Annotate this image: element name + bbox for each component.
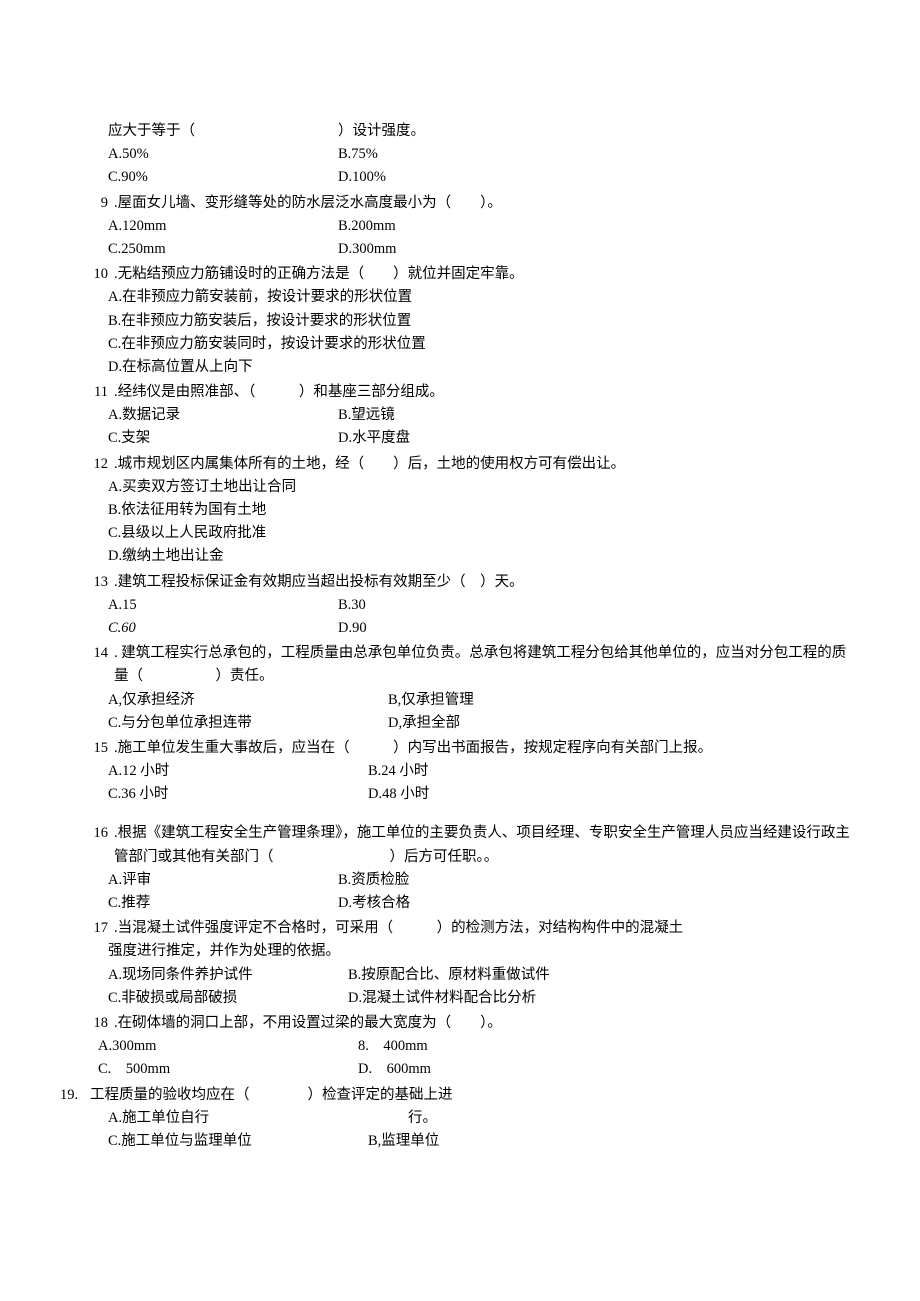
option-a: A.12 小时 (108, 760, 368, 783)
question-stem: .建筑工程投标保证金有效期应当超出投标有效期至少（ ）天。 (114, 571, 860, 594)
option-d: D.在标高位置从上向下 (108, 356, 860, 379)
question-8-tail: 应大于等于（ ）设计强度。 A.50% B.75% C.90% D.100% (60, 120, 860, 190)
option-b: B.30 (338, 594, 860, 617)
option-c: C.250mm (108, 238, 338, 261)
option-a: A.在非预应力箭安装前，按设计要求的形状位置 (108, 286, 860, 309)
option-b: B.24 小时 (368, 760, 860, 783)
option-b: 8. 400mm (358, 1035, 860, 1058)
option-a: A.现场同条件养护试件 (108, 964, 348, 987)
option-a: A.300mm (98, 1035, 358, 1058)
question-16: 16 .根据《建筑工程安全生产管理条理》，施工单位的主要负责人、项目经理、专职安… (60, 822, 860, 915)
option-b: B.按原配合比、原材料重做试件 (348, 964, 860, 987)
q8-stem-part2: ）设计强度。 (338, 120, 860, 143)
option-c: C.推荐 (108, 892, 338, 915)
option-c: C.县级以上人民政府批准 (108, 522, 860, 545)
option-d: D.90 (338, 617, 860, 640)
question-19: 19. 工程质量的验收均应在（ ）检查评定的基础上进 A.施工单位自行 行。 C… (60, 1084, 860, 1154)
option-a: A.买卖双方签订土地出让合同 (108, 476, 860, 499)
question-stem: .经纬仪是由照准部、（ ）和基座三部分组成。 (114, 381, 860, 404)
question-number: 16 (60, 822, 114, 868)
option-d: D.水平度盘 (338, 427, 860, 450)
option-c: C.支架 (108, 427, 338, 450)
question-number: 9 (60, 192, 114, 215)
option-d: D.100% (338, 166, 860, 189)
question-stem: .城市规划区内属集体所有的土地，经（ ）后，土地的使用权方可有偿出让。 (114, 453, 860, 476)
question-stem: .无粘结预应力筋铺设时的正确方法是（ ）就位并固定牢靠。 (114, 263, 860, 286)
option-a: A.15 (108, 594, 338, 617)
option-a: A,仅承担经济 (108, 689, 388, 712)
question-stem-cont: 强度进行推定，并作为处理的依据。 (60, 940, 860, 963)
question-18: 18 .在砌体墙的洞口上部，不用设置过梁的最大宽度为（ ）。 A.300mm 8… (60, 1012, 860, 1082)
option-c: C.与分包单位承担连带 (108, 712, 388, 735)
option-b: B.依法征用转为国有土地 (108, 499, 860, 522)
option-b: B.在非预应力筋安装后，按设计要求的形状位置 (108, 310, 860, 333)
question-12: 12 .城市规划区内属集体所有的土地，经（ ）后，土地的使用权方可有偿出让。 A… (60, 453, 860, 569)
option-b: B,仅承担管理 (388, 689, 860, 712)
stem-tail: 行。 (368, 1107, 860, 1130)
question-number: 17 (60, 917, 114, 940)
question-stem: .当混凝土试件强度评定不合格时，可采用（ ）的检测方法，对结构构件中的混凝土 (114, 917, 860, 940)
question-number: 12 (60, 453, 114, 476)
question-9: 9 .屋面女儿墙、变形缝等处的防水层泛水高度最小为（ ）。 A.120mm B.… (60, 192, 860, 262)
option-a: A.数据记录 (108, 404, 338, 427)
option-d: D. 600mm (358, 1058, 860, 1081)
option-b: B.200mm (338, 215, 860, 238)
question-stem: . 建筑工程实行总承包的，工程质量由总承包单位负责。总承包将建筑工程分包给其他单… (114, 642, 860, 688)
option-c: C.非破损或局部破损 (108, 987, 348, 1010)
option-c: C.90% (108, 166, 338, 189)
option-a: A.120mm (108, 215, 338, 238)
question-11: 11 .经纬仪是由照准部、（ ）和基座三部分组成。 A.数据记录 B.望远镜 C… (60, 381, 860, 451)
question-number: 15 (60, 737, 114, 760)
question-number: 14 (60, 642, 114, 688)
q8-stem-part1: 应大于等于（ (108, 120, 338, 143)
option-c: C. 500mm (98, 1058, 358, 1081)
question-stem: 工程质量的验收均应在（ ）检查评定的基础上进 (90, 1084, 860, 1107)
option-b: B.75% (338, 143, 860, 166)
option-d: D.混凝土试件材料配合比分析 (348, 987, 860, 1010)
question-17: 17 .当混凝土试件强度评定不合格时，可采用（ ）的检测方法，对结构构件中的混凝… (60, 917, 860, 1010)
question-number: 10 (60, 263, 114, 286)
question-number: 11 (60, 381, 114, 404)
option-b: B.资质检脸 (338, 869, 860, 892)
option-d: D.缴纳土地出让金 (108, 545, 860, 568)
question-number: 19. (60, 1084, 90, 1107)
option-a: A.评审 (108, 869, 338, 892)
question-13: 13 .建筑工程投标保证金有效期应当超出投标有效期至少（ ）天。 A.15 B.… (60, 571, 860, 641)
option-d: D.300mm (338, 238, 860, 261)
question-number: 18 (60, 1012, 114, 1035)
option-d: D.48 小时 (368, 783, 860, 806)
option-c: C.60 (108, 617, 338, 640)
option-b: B.望远镜 (338, 404, 860, 427)
option-c: C.36 小时 (108, 783, 368, 806)
question-stem: .在砌体墙的洞口上部，不用设置过梁的最大宽度为（ ）。 (114, 1012, 860, 1035)
option-b: B,监理单位 (368, 1130, 860, 1153)
question-15: 15 .施工单位发生重大事故后，应当在（ ）内写出书面报告，按规定程序向有关部门… (60, 737, 860, 807)
option-a: A.50% (108, 143, 338, 166)
question-10: 10 .无粘结预应力筋铺设时的正确方法是（ ）就位并固定牢靠。 A.在非预应力箭… (60, 263, 860, 379)
option-d: D,承担全部 (388, 712, 860, 735)
option-c: C.施工单位与监理单位 (108, 1130, 368, 1153)
question-stem: .根据《建筑工程安全生产管理条理》，施工单位的主要负责人、项目经理、专职安全生产… (114, 822, 860, 868)
option-c: C.在非预应力筋安装同时，按设计要求的形状位置 (108, 333, 860, 356)
question-stem: .屋面女儿墙、变形缝等处的防水层泛水高度最小为（ ）。 (114, 192, 860, 215)
option-a: A.施工单位自行 (108, 1107, 368, 1130)
question-14: 14 . 建筑工程实行总承包的，工程质量由总承包单位负责。总承包将建筑工程分包给… (60, 642, 860, 735)
question-stem: .施工单位发生重大事故后，应当在（ ）内写出书面报告，按规定程序向有关部门上报。 (114, 737, 860, 760)
question-number: 13 (60, 571, 114, 594)
option-d: D.考核合格 (338, 892, 860, 915)
